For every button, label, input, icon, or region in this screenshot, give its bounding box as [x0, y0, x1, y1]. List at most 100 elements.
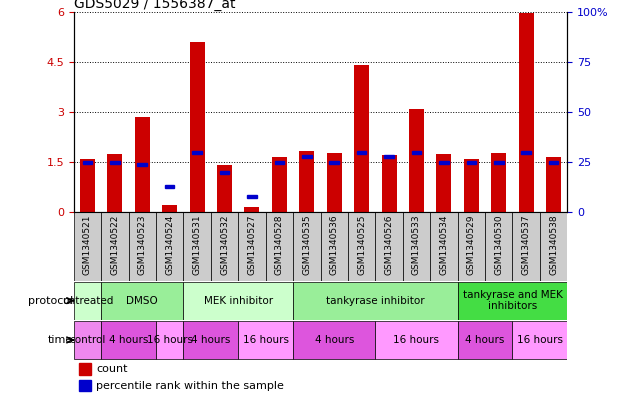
Bar: [467, 161, 476, 163]
Text: GSM1340523: GSM1340523: [138, 214, 147, 275]
Bar: [512, 212, 540, 281]
Text: GSM1340537: GSM1340537: [522, 214, 531, 275]
Text: time: time: [48, 335, 73, 345]
Text: 4 hours: 4 hours: [191, 335, 231, 345]
Bar: [376, 321, 458, 359]
Bar: [79, 380, 91, 391]
Text: GSM1340525: GSM1340525: [357, 214, 366, 275]
Bar: [135, 117, 150, 212]
Bar: [107, 154, 122, 212]
Text: DMSO: DMSO: [126, 296, 158, 306]
Bar: [384, 154, 394, 158]
Text: MEK inhibitor: MEK inhibitor: [204, 296, 273, 306]
Bar: [80, 159, 95, 212]
Text: GSM1340521: GSM1340521: [83, 214, 92, 275]
Bar: [437, 154, 451, 212]
Text: GSM1340522: GSM1340522: [110, 214, 119, 275]
Text: count: count: [96, 364, 128, 374]
Bar: [238, 212, 265, 281]
Text: 4 hours: 4 hours: [315, 335, 354, 345]
Bar: [192, 151, 202, 154]
Text: tankyrase and MEK
inhibitors: tankyrase and MEK inhibitors: [463, 290, 562, 311]
Text: GSM1340531: GSM1340531: [192, 214, 202, 275]
Bar: [101, 282, 183, 320]
Bar: [74, 212, 101, 281]
Bar: [244, 207, 260, 212]
Text: percentile rank within the sample: percentile rank within the sample: [96, 381, 284, 391]
Bar: [348, 212, 376, 281]
Bar: [183, 282, 293, 320]
Bar: [211, 212, 238, 281]
Text: GSM1340527: GSM1340527: [247, 214, 256, 275]
Text: 16 hours: 16 hours: [394, 335, 440, 345]
Bar: [320, 212, 348, 281]
Bar: [302, 154, 312, 158]
Bar: [409, 109, 424, 212]
Bar: [439, 161, 449, 163]
Text: 16 hours: 16 hours: [243, 335, 288, 345]
Bar: [217, 165, 232, 212]
Bar: [190, 42, 204, 212]
Bar: [165, 185, 174, 188]
Bar: [220, 171, 229, 174]
Text: GSM1340538: GSM1340538: [549, 214, 558, 275]
Bar: [329, 161, 339, 163]
Bar: [430, 212, 458, 281]
Bar: [137, 163, 147, 165]
Bar: [357, 151, 367, 154]
Text: GSM1340524: GSM1340524: [165, 214, 174, 275]
Bar: [83, 161, 92, 163]
Bar: [293, 321, 376, 359]
Text: 4 hours: 4 hours: [109, 335, 148, 345]
Bar: [327, 153, 342, 212]
Bar: [485, 212, 512, 281]
Text: 16 hours: 16 hours: [147, 335, 193, 345]
Bar: [376, 212, 403, 281]
Text: 4 hours: 4 hours: [465, 335, 504, 345]
Bar: [354, 65, 369, 212]
Bar: [412, 151, 421, 154]
Text: GSM1340526: GSM1340526: [385, 214, 394, 275]
Text: GSM1340533: GSM1340533: [412, 214, 421, 275]
Bar: [183, 212, 211, 281]
Bar: [549, 161, 558, 163]
Bar: [458, 282, 567, 320]
Bar: [519, 13, 534, 212]
Bar: [299, 151, 314, 212]
Text: untreated: untreated: [62, 296, 113, 306]
Bar: [74, 282, 101, 320]
Bar: [272, 157, 287, 212]
Bar: [129, 212, 156, 281]
Bar: [156, 212, 183, 281]
Text: 16 hours: 16 hours: [517, 335, 563, 345]
Bar: [293, 282, 458, 320]
Text: GSM1340532: GSM1340532: [220, 214, 229, 275]
Bar: [494, 161, 504, 163]
Text: tankyrase inhibitor: tankyrase inhibitor: [326, 296, 424, 306]
Bar: [403, 212, 430, 281]
Bar: [74, 321, 101, 359]
Bar: [79, 363, 91, 375]
Bar: [101, 212, 129, 281]
Bar: [540, 212, 567, 281]
Bar: [162, 205, 177, 212]
Text: GSM1340536: GSM1340536: [329, 214, 338, 275]
Text: GSM1340528: GSM1340528: [275, 214, 284, 275]
Bar: [464, 160, 479, 212]
Bar: [546, 157, 561, 212]
Text: protocol: protocol: [28, 296, 73, 306]
Text: GSM1340530: GSM1340530: [494, 214, 503, 275]
Bar: [274, 161, 284, 163]
Text: GSM1340535: GSM1340535: [303, 214, 312, 275]
Bar: [265, 212, 293, 281]
Text: control: control: [69, 335, 106, 345]
Bar: [521, 151, 531, 154]
Bar: [491, 153, 506, 212]
Bar: [238, 321, 293, 359]
Bar: [458, 321, 512, 359]
Bar: [458, 212, 485, 281]
Bar: [183, 321, 238, 359]
Text: GDS5029 / 1556387_at: GDS5029 / 1556387_at: [74, 0, 235, 11]
Bar: [293, 212, 320, 281]
Text: GSM1340529: GSM1340529: [467, 214, 476, 275]
